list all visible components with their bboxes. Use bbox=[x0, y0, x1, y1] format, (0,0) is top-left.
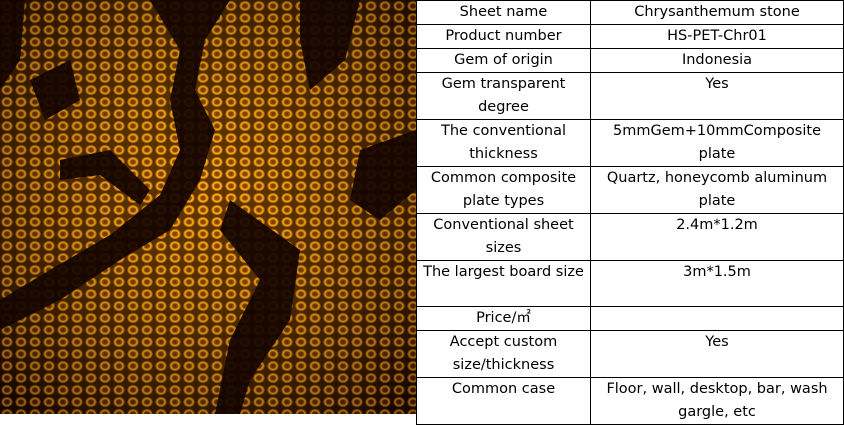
table-row: Conventional sheet sizes 2.4m*1.2m bbox=[416, 213, 844, 261]
row-value bbox=[590, 306, 844, 331]
table-row: Price/㎡ bbox=[416, 306, 844, 331]
row-value: Quartz, honeycomb aluminum plate bbox=[590, 166, 844, 214]
row-value: Yes bbox=[590, 330, 844, 378]
table-row: Gem of origin Indonesia bbox=[416, 48, 844, 73]
row-label: The conventional thickness bbox=[416, 119, 591, 167]
row-label: Price/㎡ bbox=[416, 306, 591, 331]
row-label: Product number bbox=[416, 24, 591, 49]
stone-photo bbox=[0, 0, 416, 414]
row-value: Indonesia bbox=[590, 48, 844, 73]
row-value: Yes bbox=[590, 72, 844, 120]
table-row: The largest board size 3m*1.5m bbox=[416, 260, 844, 307]
table-row: Product number HS-PET-Chr01 bbox=[416, 24, 844, 49]
row-label: Gem of origin bbox=[416, 48, 591, 73]
table-row: The conventional thickness 5mmGem+10mmCom… bbox=[416, 119, 844, 167]
table-row: Common case Floor, wall, desktop, bar, wa… bbox=[416, 377, 844, 425]
table-row: Accept custom size/thickness Yes bbox=[416, 330, 844, 378]
row-label: Sheet name bbox=[416, 0, 591, 25]
row-value: 5mmGem+10mmComposite plate bbox=[590, 119, 844, 167]
row-label: The largest board size bbox=[416, 260, 591, 307]
table-row: Gem transparent degree Yes bbox=[416, 72, 844, 120]
spec-table: Sheet name Chrysanthemum stone Product num… bbox=[416, 0, 844, 425]
table-row: Common composite plate types Quartz, hone… bbox=[416, 166, 844, 214]
row-value: Chrysanthemum stone bbox=[590, 0, 844, 25]
row-label: Conventional sheet sizes bbox=[416, 213, 591, 261]
row-label: Gem transparent degree bbox=[416, 72, 591, 120]
row-value: HS-PET-Chr01 bbox=[590, 24, 844, 49]
row-value: 2.4m*1.2m bbox=[590, 213, 844, 261]
row-label: Common case bbox=[416, 377, 591, 425]
row-label: Common composite plate types bbox=[416, 166, 591, 214]
row-label: Accept custom size/thickness bbox=[416, 330, 591, 378]
row-value: 3m*1.5m bbox=[590, 260, 844, 307]
row-value: Floor, wall, desktop, bar, wash gargle, … bbox=[590, 377, 844, 425]
table-row: Sheet name Chrysanthemum stone bbox=[416, 0, 844, 25]
